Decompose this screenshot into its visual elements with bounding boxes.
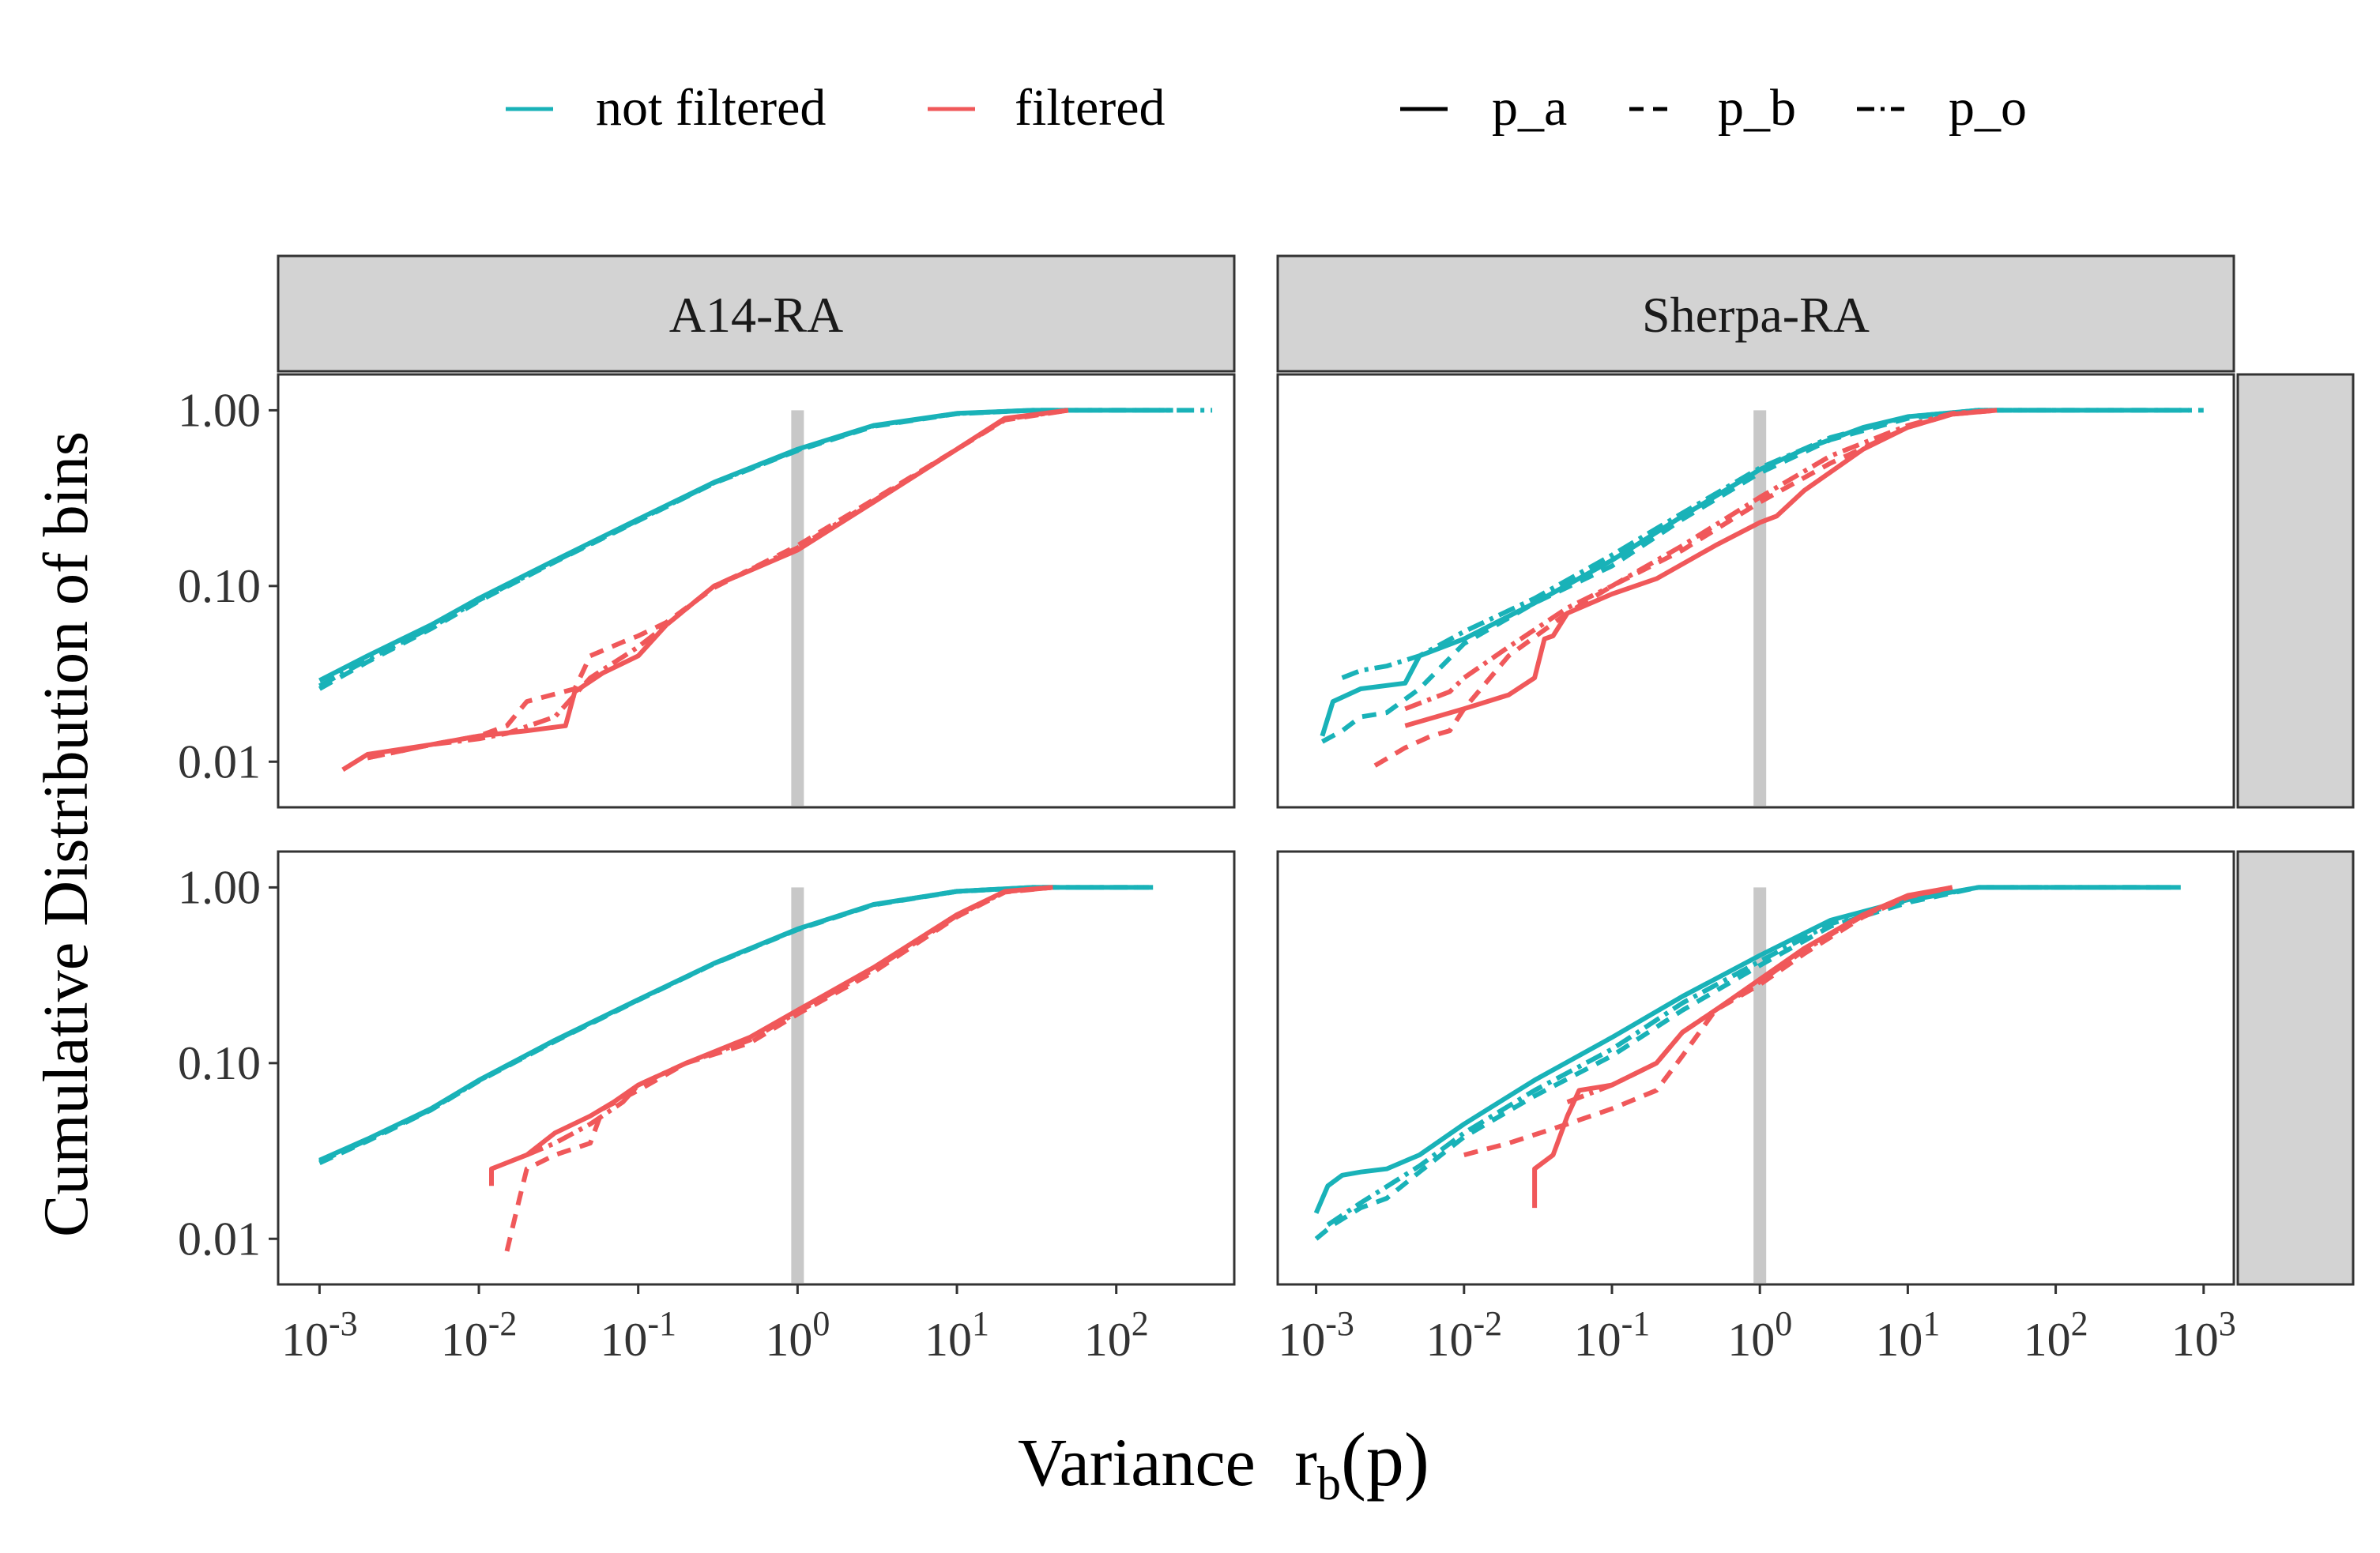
strip-label-sherpa: Sherpa-RA: [1642, 287, 1870, 343]
series-filtered-p_a-a14-ra-binfiltered: [341, 408, 1069, 772]
strip-column-a14: A14-RA: [277, 254, 1236, 373]
panel-border-a14-ra-binfiltered: [277, 373, 1236, 809]
x-tick-label-a14-ra-observablefiltered: 10-3: [281, 1304, 358, 1366]
x-tick-label-sherpa-ra-observablefiltered: 10-1: [1574, 1304, 1651, 1366]
panel-background-a14-ra-observablefiltered: [278, 852, 1234, 1284]
strip-column-sherpa: Sherpa-RA: [1276, 254, 2235, 373]
legend: not filtered filtered p_a p_b p_o: [506, 79, 2027, 137]
y-axis-title: Cumulative Distribution of bins: [32, 431, 101, 1237]
x-axis-title: Variance rb(p): [1018, 1417, 1429, 1510]
x-tick-label-a14-ra-observablefiltered: 100: [765, 1304, 830, 1366]
strip-row-binfiltered: binFiltered: [2236, 373, 2355, 809]
panel-border-sherpa-ra-observablefiltered: [1276, 850, 2235, 1286]
series-filtered-p_b-sherpa-ra-binfiltered: [1373, 408, 1998, 768]
panel-sherpa-ra-binfiltered: [1276, 373, 2235, 809]
x-tick-label-sherpa-ra-observablefiltered: 10-3: [1278, 1304, 1354, 1366]
series-not-filtered-p_o-a14-ra-binfiltered: [318, 408, 1213, 688]
panel-a14-ra-observablefiltered: 1.00 0.10 0.01 10-3 10-2 10-1 100 101 102: [178, 850, 1236, 1366]
series-filtered-p_b-a14-ra-binfiltered: [367, 408, 1069, 761]
legend-label-p-b: p_b: [1718, 79, 1796, 137]
x-tick-label-a14-ra-observablefiltered: 102: [1084, 1304, 1149, 1366]
series-not-filtered-p_o-sherpa-ra-observablefiltered: [1326, 885, 2171, 1228]
y-tick-label-a14-ra-binfiltered: 0.01: [178, 735, 261, 788]
x-tick-label-sherpa-ra-observablefiltered: 100: [1727, 1304, 1792, 1366]
strip-row-observablefiltered: observableFiltered: [2236, 850, 2355, 1286]
svg-text:Variance rb(p): Variance rb(p): [1018, 1417, 1429, 1510]
series-filtered-p_o-sherpa-ra-observablefiltered: [1566, 885, 1953, 1105]
panel-sherpa-ra-observablefiltered: 10-3 10-2 10-1 100 101 102 103: [1276, 850, 2236, 1366]
x-tick-label-sherpa-ra-observablefiltered: 101: [1875, 1304, 1940, 1366]
x-axis-title-sub: b: [1317, 1457, 1341, 1510]
panel-a14-ra-binfiltered: 1.00 0.10 0.01: [178, 373, 1236, 809]
legend-label-p-o: p_o: [1949, 79, 2027, 137]
y-tick-label-a14-ra-observablefiltered: 1.00: [178, 861, 261, 913]
strip-label-a14: A14-RA: [669, 287, 843, 343]
x-tick-label-sherpa-ra-observablefiltered: 10-2: [1425, 1304, 1502, 1366]
series-filtered-p_o-a14-ra-binfiltered: [367, 408, 1069, 761]
x-tick-label-a14-ra-observablefiltered: 10-1: [600, 1304, 676, 1366]
series-filtered-p_b-sherpa-ra-observablefiltered: [1463, 885, 1953, 1158]
legend-label-not-filtered: not filtered: [596, 79, 826, 137]
y-tick-label-a14-ra-observablefiltered: 0.01: [178, 1213, 261, 1265]
reference-line-sherpa-ra-observablefiltered: [1753, 887, 1767, 1283]
reference-line-sherpa-ra-binfiltered: [1753, 410, 1767, 806]
legend-label-filtered: filtered: [1015, 79, 1166, 137]
x-tick-label-a14-ra-observablefiltered: 10-2: [441, 1304, 518, 1366]
series-not-filtered-p_b-a14-ra-binfiltered: [318, 408, 1180, 691]
legend-label-p-a: p_a: [1492, 79, 1567, 137]
series-not-filtered-p_b-a14-ra-observablefiltered: [318, 885, 1149, 1166]
x-tick-label-sherpa-ra-observablefiltered: 103: [2171, 1304, 2236, 1366]
y-tick-label-a14-ra-binfiltered: 0.10: [178, 560, 261, 612]
panel-border-a14-ra-observablefiltered: [277, 850, 1236, 1286]
reference-line-a14-ra-binfiltered: [791, 410, 804, 806]
reference-line-a14-ra-observablefiltered: [791, 887, 804, 1283]
panel-background-a14-ra-binfiltered: [278, 374, 1234, 807]
x-axis-title-math: r: [1294, 1424, 1317, 1500]
x-axis-title-arg: (p): [1341, 1417, 1429, 1502]
y-tick-label-a14-ra-binfiltered: 1.00: [178, 384, 261, 436]
series-filtered-p_o-a14-ra-observablefiltered: [525, 885, 1053, 1157]
x-tick-label-a14-ra-observablefiltered: 101: [925, 1304, 989, 1366]
y-tick-label-a14-ra-observablefiltered: 0.10: [178, 1037, 261, 1089]
series-filtered-p_o-sherpa-ra-binfiltered: [1404, 408, 1998, 712]
panel-border-sherpa-ra-binfiltered: [1276, 373, 2235, 809]
x-tick-label-sherpa-ra-observablefiltered: 102: [2024, 1304, 2088, 1366]
x-axis-title-prefix: Variance: [1018, 1424, 1256, 1500]
